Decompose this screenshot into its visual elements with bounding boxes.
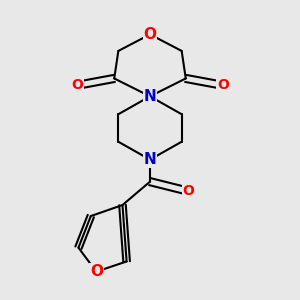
Text: O: O <box>90 264 103 279</box>
Text: O: O <box>71 78 83 92</box>
Text: O: O <box>183 184 194 198</box>
Text: O: O <box>143 27 157 42</box>
Text: N: N <box>144 152 156 167</box>
Text: N: N <box>144 89 156 104</box>
Text: O: O <box>217 78 229 92</box>
